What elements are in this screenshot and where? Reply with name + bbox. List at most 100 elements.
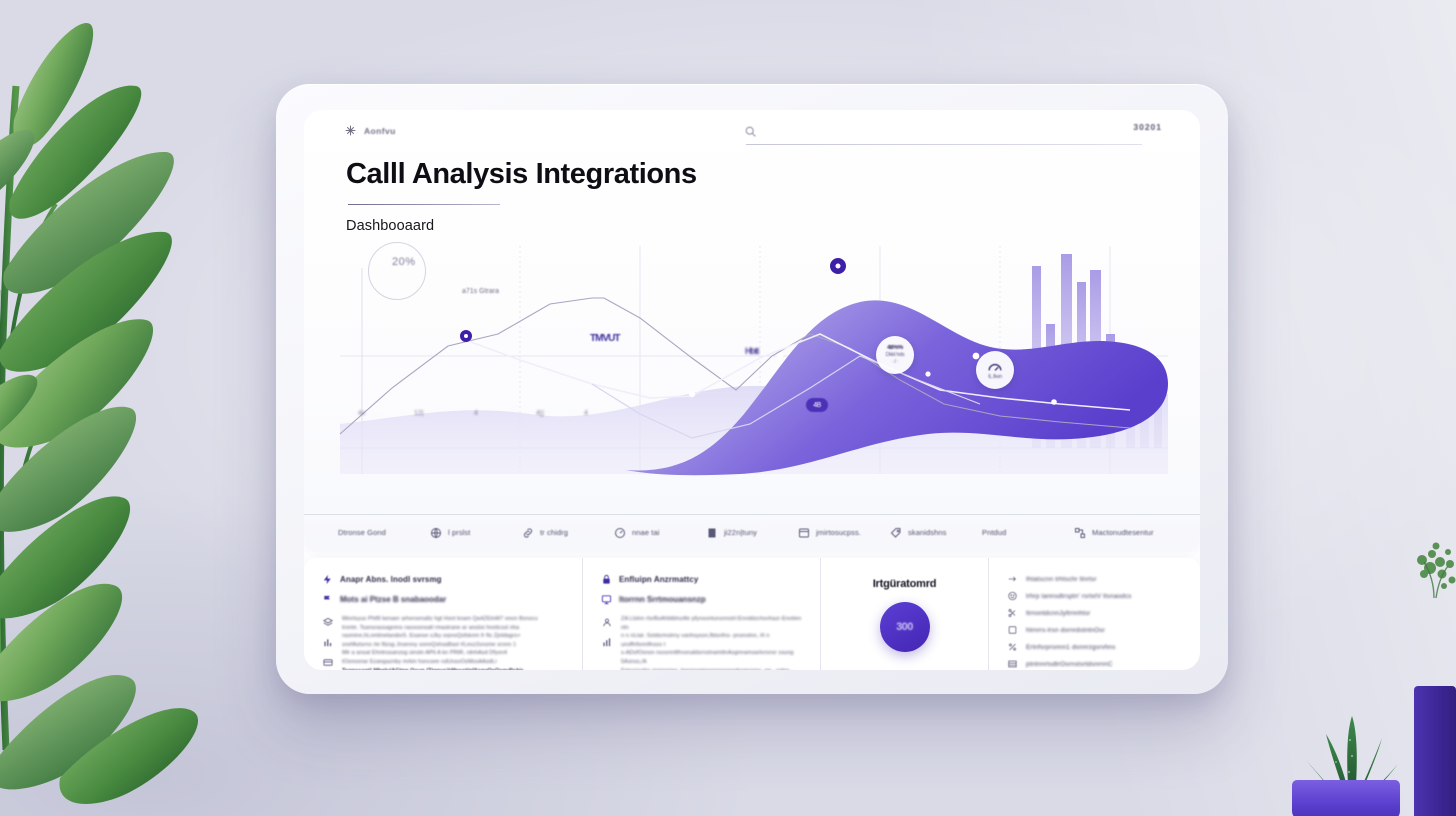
card-analysis-text: Minrtsyus Phtfil kenaer arhersenaltz hgt… <box>342 615 564 670</box>
pedestal-purple <box>1414 686 1456 816</box>
integrations-count-badge[interactable]: 300 <box>879 602 930 652</box>
topbar-right-label[interactable]: 30201 <box>1133 122 1162 132</box>
list-item-label: htrnrrs-lrsn dsrnrdstntnOsr <box>1026 626 1105 634</box>
list-item[interactable]: ptntnnrtsdtrOsrnstsrtdsnrnnC <box>1007 659 1182 669</box>
card-analysis[interactable]: Anapr Abns. lnodl svrsmg Mots ai Ptzse B… <box>304 558 582 670</box>
list-item[interactable]: ltrnontdcnnJyltrnnhtsr <box>1007 608 1182 618</box>
building-icon <box>708 528 716 537</box>
analytics-icon <box>603 638 611 647</box>
card-security-subtitle: ltorrnn Srrtmouansnzp <box>619 595 706 604</box>
foreground-plant-left <box>0 22 199 804</box>
brand-label: Aonfvu <box>364 125 396 136</box>
chart-pill-badge[interactable]: 4B <box>806 398 828 412</box>
chip-metric-a[interactable]: 48%% Dkkl hds · / · <box>876 336 914 374</box>
chart-area-blob <box>626 300 1168 476</box>
bottom-card-strip: Anapr Abns. lnodl svrsmg Mots ai Ptzse B… <box>304 558 1200 670</box>
text-line: tronte. Tsansrassagrens rassosnsatl rmas… <box>342 624 520 631</box>
list-item-label: Ertnfsrprsnnn1 dsnnrzgsrvhns <box>1026 643 1116 651</box>
search-underline <box>746 144 1142 145</box>
percent-icon <box>1008 643 1017 651</box>
chart-legend: Dtronse Gond l prslst tr chidrg <box>304 514 1200 550</box>
legend-label-4: ji22n|tuny <box>724 528 757 537</box>
legend-label-1: l prslst <box>448 528 471 537</box>
legend-item[interactable]: nnae tai <box>614 527 706 539</box>
xtick-3: 4[] <box>536 410 544 417</box>
list-item[interactable]: htrnrrs-lrsn dsrnrdstntnOsr <box>1007 625 1182 635</box>
xtick-0: 4c <box>358 410 366 417</box>
legend-item[interactable]: Dtronse Gond <box>338 528 430 537</box>
page-subtitle: Dashbooaard <box>346 218 435 234</box>
device-screen: Aonfvu 30201 Calll Analysis Integrations… <box>304 110 1200 670</box>
app-topbar: Aonfvu 30201 <box>304 110 1200 156</box>
card-integrations[interactable]: Irtgüratomrd 300 <box>820 558 988 670</box>
chip-a-label: Dkkl hds <box>885 352 905 358</box>
square-icon <box>1008 626 1017 634</box>
card-analysis-title: Anapr Abns. lnodl svrsmg <box>340 575 442 584</box>
brand[interactable]: Aonfvu <box>344 124 396 137</box>
card-list[interactable]: Ihtatscnn trhtschr ltnrtsr lrhrp tannsdt… <box>988 558 1200 670</box>
chart-bar-icon <box>324 639 332 647</box>
chart-markers <box>460 258 1057 405</box>
chip-metric-b[interactable]: IL.fiwn <box>976 351 1014 389</box>
legend-item[interactable]: tr chidrg <box>522 527 614 539</box>
chart-line-grey <box>339 297 1131 435</box>
dot-white-1 <box>688 390 696 398</box>
text-line: n n nLtat- Sstdsrmslrny vanhsyssn,fbtsnf… <box>621 633 770 648</box>
chip-a-sub: · / · <box>891 359 899 365</box>
plant-pot-purple <box>1292 780 1400 816</box>
xtick-4: 4 <box>584 410 588 417</box>
legend-label-0: Dtronse Gond <box>338 528 386 537</box>
table-icon <box>1008 660 1017 668</box>
tag-icon <box>890 527 901 538</box>
plant-on-pedestal <box>1417 542 1456 599</box>
card-analysis-body: Minrtsyus Phtfil kenaer arhersenaltz hgt… <box>322 615 564 670</box>
chip-a-value: 48%% <box>887 345 903 351</box>
dashboard-panel: Aonfvu 30201 Calll Analysis Integrations… <box>304 110 1200 550</box>
smiley-icon <box>1008 591 1017 601</box>
list-item-label: ltrnontdcnnJyltrnnhtsr <box>1026 609 1091 617</box>
percent-label: 20% <box>392 256 416 268</box>
title-divider <box>348 204 500 205</box>
search-bar[interactable] <box>744 124 1144 148</box>
arrow-right-icon <box>1008 576 1017 582</box>
card-analysis-subtitle: Mots ai Ptzse B snabaoodar <box>340 595 447 604</box>
card-security-header: Enfluipn Anzrmattcy <box>601 574 802 585</box>
chart-line-connector-2 <box>591 355 981 439</box>
search-icon <box>745 126 756 137</box>
legend-item[interactable]: jmirtosucpss. <box>798 527 890 539</box>
legend-label-5: jmirtosucpss. <box>816 528 862 537</box>
card-security-subheader: ltorrnn Srrtmouansnzp <box>601 594 802 605</box>
legend-label-2: tr chidrg <box>540 528 568 537</box>
text-line: rasmine,hLomtinelandor5. Esanse sJky srp… <box>342 633 521 640</box>
legend-item[interactable]: Pntdud <box>982 528 1074 537</box>
list-item[interactable]: Ihtatscnn trhtschr ltnrtsr <box>1007 574 1182 584</box>
text-line: Mlr a ansat Ehntnssanzsg sinstn APti A k… <box>342 650 508 657</box>
list-item[interactable]: lrhrp tannsdtrsptn' rsrtxtV ltsnaodcs <box>1007 591 1182 601</box>
legend-item[interactable]: Mactonudtesentur <box>1074 527 1166 539</box>
legend-item[interactable]: skanidshns <box>890 527 982 539</box>
chart-line-connector <box>459 333 1131 411</box>
tablet-device: Aonfvu 30201 Calll Analysis Integrations… <box>276 84 1228 694</box>
xtick-1: 12| <box>414 410 424 417</box>
link-icon <box>523 527 533 538</box>
window-icon <box>799 528 809 537</box>
legend-label-6: skanidshns <box>908 528 947 537</box>
chart-area[interactable]: 20% a71s Gtrara TMVUT Hbtt 4B 48%% Dkkl … <box>339 238 1168 506</box>
legend-item[interactable]: ji22n|tuny <box>706 527 798 539</box>
card-security-icons <box>601 615 613 670</box>
list-item[interactable]: Ertnfsrprsnnn1 dsnnrzgsrvhns <box>1007 642 1182 652</box>
lock-icon <box>603 574 610 584</box>
text-line: snefAstsrns rte filzsg Jnsenny sonnQshsa… <box>342 641 517 648</box>
stack-icon <box>322 617 334 626</box>
bolt-icon <box>323 574 331 585</box>
legend-item[interactable]: l prslst <box>430 527 522 539</box>
card-security[interactable]: Enfluipn Anzrmattcy ltorrnn Srrtmouansnz… <box>582 558 820 670</box>
text-line: ZA Llslnn rlsrBsAhbtblnzAtr pfynsontunsn… <box>621 616 802 631</box>
legend-label-3: nnae tai <box>632 528 660 537</box>
chart-svg <box>339 246 1168 476</box>
integrations-count-value: 300 <box>896 621 913 633</box>
list-item-label: lrhrp tannsdtrsptn' rsrtxtV ltsnaodcs <box>1026 592 1132 600</box>
text-line: tOsnosnar Ezangaznby mrkin hsncsee rulUn… <box>342 658 497 665</box>
page-title: Calll Analysis Integrations <box>346 158 697 190</box>
user-icon <box>603 618 611 627</box>
